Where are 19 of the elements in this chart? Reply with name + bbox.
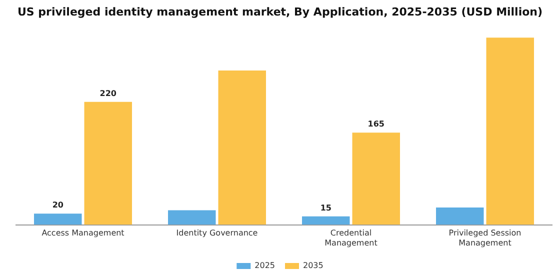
chart-title: US privileged identity management market, By Application, 2025-2035 (USD Million) [17, 5, 543, 18]
bar [436, 207, 484, 225]
bar [218, 70, 266, 225]
bar [302, 216, 350, 225]
bar [34, 214, 82, 225]
legend-label: 2025 [254, 261, 275, 270]
bar [168, 210, 216, 225]
legend-label: 2035 [303, 261, 324, 270]
data-label: 220 [100, 88, 117, 98]
data-label: 165 [368, 120, 385, 129]
x-tick-label: Access Management [42, 228, 124, 238]
x-tick-label: Identity Governance [176, 228, 258, 238]
bar [352, 132, 400, 225]
bar [486, 38, 534, 225]
x-tick-label: Credential Management [324, 228, 378, 248]
x-tick-label: Privileged Session Management [448, 228, 522, 248]
data-label: 20 [52, 200, 64, 210]
bar [84, 102, 132, 225]
data-label: 15 [320, 203, 332, 212]
